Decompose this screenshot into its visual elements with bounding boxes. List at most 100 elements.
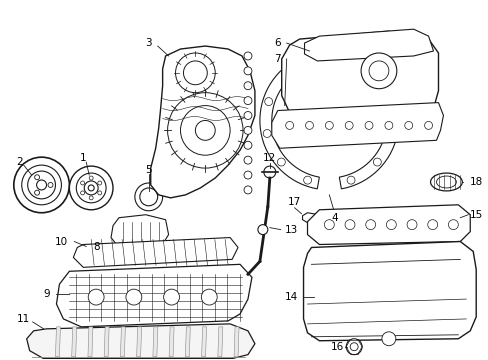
- Circle shape: [76, 173, 106, 203]
- Circle shape: [126, 289, 142, 305]
- Circle shape: [89, 196, 93, 200]
- Polygon shape: [201, 327, 206, 357]
- Text: 12: 12: [263, 153, 276, 163]
- Circle shape: [346, 339, 361, 355]
- Circle shape: [201, 289, 217, 305]
- Circle shape: [37, 180, 46, 190]
- Circle shape: [427, 220, 437, 230]
- Text: 7: 7: [274, 54, 281, 64]
- Polygon shape: [304, 29, 433, 61]
- Circle shape: [345, 121, 352, 129]
- Text: 17: 17: [287, 197, 301, 207]
- Circle shape: [244, 96, 251, 105]
- Polygon shape: [153, 327, 158, 357]
- Circle shape: [244, 126, 251, 134]
- Text: 2: 2: [17, 157, 23, 167]
- Text: 15: 15: [468, 210, 482, 220]
- Circle shape: [325, 121, 333, 129]
- Text: 5: 5: [145, 165, 152, 175]
- Circle shape: [277, 158, 285, 166]
- Circle shape: [81, 191, 84, 195]
- Circle shape: [88, 185, 94, 191]
- Circle shape: [406, 220, 416, 230]
- Circle shape: [167, 93, 243, 168]
- Circle shape: [384, 121, 392, 129]
- Text: 11: 11: [17, 314, 30, 324]
- Polygon shape: [55, 327, 61, 357]
- Circle shape: [163, 289, 179, 305]
- Polygon shape: [302, 213, 322, 223]
- Polygon shape: [111, 215, 168, 251]
- Circle shape: [81, 181, 84, 185]
- Polygon shape: [120, 327, 125, 357]
- Circle shape: [14, 157, 69, 213]
- Circle shape: [285, 121, 293, 129]
- Polygon shape: [56, 264, 251, 327]
- Polygon shape: [150, 46, 254, 198]
- Circle shape: [98, 191, 102, 195]
- Polygon shape: [303, 242, 475, 341]
- Polygon shape: [27, 324, 254, 359]
- Ellipse shape: [429, 173, 461, 191]
- Polygon shape: [72, 327, 77, 357]
- Circle shape: [447, 220, 457, 230]
- Polygon shape: [217, 327, 223, 357]
- Circle shape: [35, 175, 40, 180]
- Circle shape: [305, 121, 313, 129]
- Circle shape: [360, 53, 396, 89]
- Text: 9: 9: [43, 289, 50, 299]
- Circle shape: [365, 121, 372, 129]
- Polygon shape: [104, 327, 109, 357]
- Polygon shape: [307, 205, 469, 244]
- Circle shape: [244, 156, 251, 164]
- Text: 10: 10: [55, 237, 68, 247]
- Circle shape: [349, 343, 357, 351]
- Circle shape: [135, 183, 163, 211]
- Polygon shape: [73, 238, 238, 267]
- Circle shape: [98, 181, 102, 185]
- Circle shape: [21, 165, 61, 205]
- Text: 1: 1: [80, 153, 86, 163]
- Circle shape: [404, 121, 412, 129]
- Polygon shape: [136, 327, 142, 357]
- Circle shape: [183, 61, 207, 85]
- Circle shape: [244, 52, 251, 60]
- Circle shape: [244, 67, 251, 75]
- Circle shape: [264, 98, 272, 105]
- Circle shape: [341, 55, 348, 63]
- Circle shape: [140, 188, 157, 206]
- Circle shape: [175, 53, 215, 93]
- Polygon shape: [169, 327, 174, 357]
- Polygon shape: [271, 103, 443, 148]
- Polygon shape: [185, 327, 190, 357]
- Circle shape: [381, 332, 395, 346]
- Text: 18: 18: [468, 177, 482, 187]
- Text: 14: 14: [285, 292, 298, 302]
- Text: 8: 8: [93, 243, 99, 252]
- Circle shape: [180, 105, 230, 155]
- Circle shape: [84, 181, 98, 195]
- Circle shape: [244, 141, 251, 149]
- Circle shape: [89, 176, 93, 180]
- Text: 16: 16: [330, 342, 343, 352]
- Circle shape: [365, 220, 375, 230]
- Circle shape: [264, 166, 275, 178]
- Circle shape: [324, 220, 334, 230]
- Circle shape: [35, 190, 40, 195]
- Text: 4: 4: [330, 213, 337, 223]
- Circle shape: [424, 121, 432, 129]
- Circle shape: [386, 130, 395, 138]
- Polygon shape: [88, 327, 93, 357]
- Circle shape: [385, 98, 393, 105]
- Circle shape: [303, 176, 311, 184]
- Text: 6: 6: [274, 38, 281, 48]
- Ellipse shape: [436, 176, 455, 188]
- Circle shape: [244, 112, 251, 120]
- Circle shape: [368, 61, 388, 81]
- Circle shape: [244, 186, 251, 194]
- Circle shape: [373, 158, 381, 166]
- Circle shape: [195, 121, 215, 140]
- Circle shape: [386, 220, 395, 230]
- Circle shape: [368, 71, 376, 78]
- Polygon shape: [234, 327, 239, 357]
